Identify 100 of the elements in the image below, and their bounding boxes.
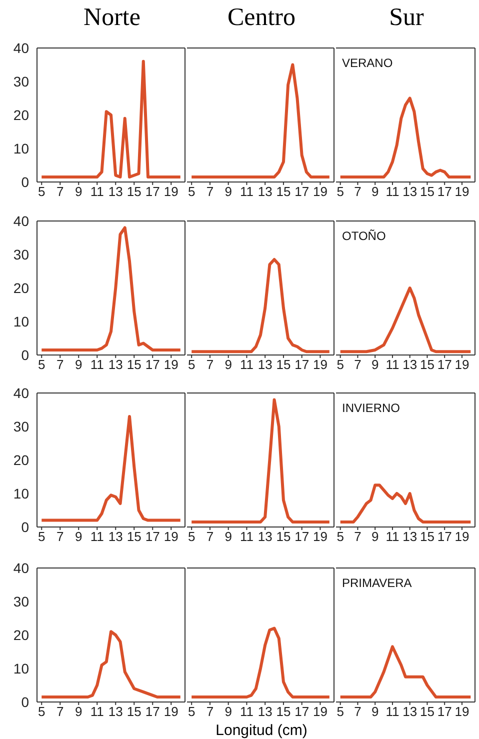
x-tick-label: 5 bbox=[336, 184, 344, 200]
y-tick-label: 40 bbox=[13, 384, 30, 401]
x-tick-label: 9 bbox=[224, 529, 232, 544]
x-tick-label: 13 bbox=[108, 529, 123, 544]
x-tick-label: 7 bbox=[56, 357, 64, 372]
x-tick-label: 19 bbox=[454, 529, 470, 544]
x-tick-label: 19 bbox=[312, 184, 328, 200]
x-tick-label: 15 bbox=[276, 704, 291, 720]
line-series bbox=[40, 630, 182, 698]
x-tick-label: 15 bbox=[420, 529, 434, 544]
y-tick-label: 30 bbox=[13, 418, 30, 434]
x-tick-label: 17 bbox=[145, 529, 160, 544]
x-tick-label: 13 bbox=[108, 704, 123, 720]
x-tick-label: 15 bbox=[420, 704, 434, 720]
x-tick-label: 11 bbox=[240, 704, 254, 720]
x-tick-label: 17 bbox=[437, 357, 452, 372]
x-tick-label: 13 bbox=[258, 184, 272, 200]
x-tick-label: 19 bbox=[164, 357, 178, 372]
y-tick-label: 0 bbox=[21, 518, 30, 535]
y-tick-label: 10 bbox=[13, 313, 30, 330]
y-tick-label: 20 bbox=[13, 626, 30, 643]
x-tick-label: 5 bbox=[188, 529, 196, 544]
x-tick-label: 17 bbox=[145, 357, 160, 372]
x-tick-label: 15 bbox=[126, 184, 142, 200]
y-tick-label: 30 bbox=[13, 593, 30, 610]
x-tick-label: 5 bbox=[188, 704, 196, 720]
x-tick-label: 9 bbox=[75, 529, 82, 544]
x-tick-label: 7 bbox=[206, 529, 214, 544]
x-tick-label: 19 bbox=[454, 184, 470, 200]
x-tick-label: 11 bbox=[90, 529, 104, 544]
x-tick-label: 17 bbox=[437, 529, 452, 544]
x-tick-label: 19 bbox=[454, 704, 470, 720]
line-series bbox=[40, 226, 182, 352]
chart-title: Centro bbox=[226, 4, 297, 32]
line-series bbox=[40, 60, 182, 178]
y-tick-label: 10 bbox=[13, 660, 30, 676]
x-tick-label: 13 bbox=[402, 529, 418, 544]
line-series bbox=[40, 414, 182, 522]
annotation: VERANO bbox=[342, 56, 393, 70]
x-tick-label: 11 bbox=[240, 529, 254, 544]
x-tick-label: 15 bbox=[420, 357, 434, 372]
x-tick-label: 5 bbox=[38, 357, 46, 372]
x-tick-label: 19 bbox=[454, 357, 470, 372]
x-tick-label: 13 bbox=[258, 529, 272, 544]
x-tick-label: 19 bbox=[164, 184, 178, 200]
x-tick-label: 17 bbox=[145, 704, 160, 720]
x-tick-label: 17 bbox=[145, 184, 160, 200]
x-tick-label: 13 bbox=[402, 704, 418, 720]
y-tick-label: 40 bbox=[13, 560, 30, 576]
x-tick-label: 7 bbox=[354, 184, 362, 200]
x-tick-label: 11 bbox=[240, 357, 254, 372]
x-tick-label: 7 bbox=[56, 184, 64, 200]
y-tick-label: 20 bbox=[13, 106, 30, 123]
x-tick-label: 13 bbox=[258, 357, 272, 372]
x-tick-label: 7 bbox=[354, 357, 362, 372]
x-tick-label: 5 bbox=[336, 529, 344, 544]
chart-title: Norte bbox=[82, 4, 142, 32]
x-tick-label: 15 bbox=[276, 529, 291, 544]
x-tick-label: 11 bbox=[386, 704, 400, 720]
x-tick-label: 17 bbox=[437, 184, 452, 200]
x-tick-label: 13 bbox=[258, 704, 272, 720]
x-tick-label: 17 bbox=[294, 704, 310, 720]
y-tick-label: 0 bbox=[21, 346, 30, 363]
x-tick-label: 5 bbox=[38, 184, 46, 200]
x-tick-label: 17 bbox=[294, 529, 310, 544]
x-tick-label: 15 bbox=[420, 184, 434, 200]
y-tick-label: 0 bbox=[21, 694, 30, 710]
x-tick-label: 15 bbox=[126, 529, 142, 544]
x-tick-label: 19 bbox=[312, 529, 328, 544]
y-tick-label: 20 bbox=[13, 452, 30, 468]
x-tick-label: 9 bbox=[371, 184, 379, 200]
x-tick-label: 9 bbox=[224, 357, 232, 372]
x-tick-label: 9 bbox=[224, 704, 232, 720]
x-tick-label: 5 bbox=[188, 184, 196, 200]
x-tick-label: 15 bbox=[276, 184, 291, 200]
x-tick-label: 17 bbox=[437, 704, 452, 720]
x-tick-label: 9 bbox=[224, 184, 232, 200]
x-tick-label: 15 bbox=[276, 357, 291, 372]
x-tick-label: 5 bbox=[38, 529, 46, 544]
chart-title: Sur bbox=[388, 4, 425, 32]
x-tick-label: 5 bbox=[188, 357, 196, 372]
x-tick-label: 7 bbox=[56, 529, 64, 544]
x-tick-label: 9 bbox=[75, 184, 82, 200]
x-tick-label: 11 bbox=[90, 184, 104, 200]
x-tick-label: 19 bbox=[312, 704, 328, 720]
x-tick-label: 19 bbox=[312, 357, 328, 372]
x-tick-label: 7 bbox=[206, 704, 214, 720]
x-tick-label: 7 bbox=[56, 704, 64, 720]
x-tick-label: 15 bbox=[126, 357, 142, 372]
x-tick-label: 15 bbox=[126, 704, 142, 720]
x-tick-label: 9 bbox=[75, 357, 82, 372]
y-tick-label: 20 bbox=[13, 280, 30, 296]
x-tick-label: 9 bbox=[371, 704, 379, 720]
x-tick-label: 5 bbox=[336, 357, 344, 372]
x-tick-label: 11 bbox=[386, 357, 400, 372]
x-tick-label: 9 bbox=[75, 704, 82, 720]
y-tick-label: 10 bbox=[13, 140, 30, 156]
x-tick-label: 13 bbox=[402, 184, 418, 200]
x-tick-label: 7 bbox=[354, 529, 362, 544]
x-tick-label: 13 bbox=[108, 184, 123, 200]
